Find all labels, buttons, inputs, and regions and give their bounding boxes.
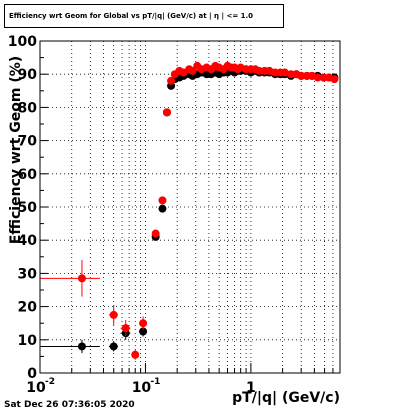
x-axis-label: pT/|q| (GeV/c) [232, 390, 340, 406]
y-tick-label: 20 [18, 300, 38, 316]
data-point [109, 310, 118, 319]
data-point [313, 73, 322, 82]
timestamp-footer: Sat Dec 26 07:36:05 2020 [4, 400, 135, 410]
y-tick-label: 50 [18, 200, 38, 216]
x-tick-label: 10 [132, 380, 152, 396]
y-tick-label: 0 [27, 366, 37, 382]
x-tick-label: 10 [26, 380, 46, 396]
y-tick-label: 80 [18, 100, 38, 116]
data-point [280, 68, 289, 77]
y-tick-label: 100 [8, 34, 37, 50]
data-point [77, 342, 86, 351]
y-tick-label: 90 [18, 67, 38, 83]
data-point [131, 350, 140, 359]
y-tick-label: 40 [18, 233, 38, 249]
y-tick-label: 10 [18, 333, 38, 349]
data-point [109, 342, 118, 351]
plot-frame [39, 40, 341, 374]
data-point [297, 71, 306, 80]
y-tick-label: 60 [18, 167, 38, 183]
grid-lines [40, 41, 340, 373]
data-point [139, 327, 148, 336]
y-tick-label: 30 [18, 266, 38, 282]
series-0 [40, 66, 339, 354]
data-point [158, 196, 167, 205]
data-marks [40, 61, 339, 360]
data-point [121, 324, 130, 333]
x-tick-label: 1 [246, 380, 256, 396]
y-axis-label: Efficiency wrt Geom (%) [8, 55, 24, 245]
y-tick-label: 70 [18, 134, 38, 150]
x-tick-exponent: -1 [150, 377, 160, 387]
data-point [330, 75, 339, 84]
chart-title: Efficiency wrt Geom for Global vs pT/|q|… [4, 4, 284, 28]
data-point [167, 76, 176, 85]
data-point [151, 229, 160, 238]
data-point [162, 108, 171, 117]
data-point [139, 319, 148, 328]
data-point [77, 274, 86, 283]
data-point [158, 204, 167, 213]
x-tick-exponent: -2 [45, 377, 55, 387]
series-1 [40, 61, 339, 360]
